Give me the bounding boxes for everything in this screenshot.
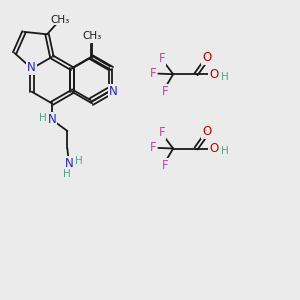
Text: N: N — [64, 157, 73, 169]
Text: H: H — [64, 169, 71, 179]
Text: O: O — [202, 51, 212, 64]
Text: F: F — [159, 52, 166, 65]
Text: CH₃: CH₃ — [51, 15, 70, 25]
Text: O: O — [209, 142, 218, 155]
Text: N: N — [47, 113, 56, 126]
Text: CH₃: CH₃ — [81, 32, 100, 42]
Text: F: F — [150, 67, 156, 80]
Text: F: F — [159, 126, 166, 139]
Text: H: H — [38, 113, 46, 123]
Text: H: H — [75, 156, 83, 166]
Text: F: F — [150, 141, 156, 154]
Text: F: F — [162, 159, 169, 172]
Text: CH₃: CH₃ — [82, 31, 102, 41]
Text: O: O — [209, 68, 218, 81]
Text: N: N — [27, 61, 36, 74]
Text: H: H — [221, 72, 229, 82]
Text: F: F — [162, 85, 169, 98]
Text: O: O — [202, 125, 212, 138]
Text: H: H — [221, 146, 229, 156]
Text: N: N — [109, 85, 118, 98]
